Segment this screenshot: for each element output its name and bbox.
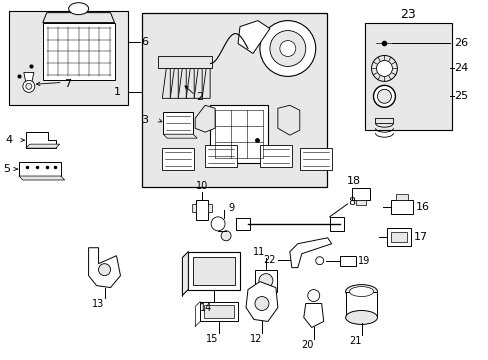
Bar — [345, 292, 377, 318]
Text: 9: 9 — [227, 203, 234, 213]
Polygon shape — [42, 13, 114, 23]
Polygon shape — [194, 68, 202, 98]
Polygon shape — [277, 105, 299, 135]
Bar — [254, 270, 276, 292]
Circle shape — [269, 31, 305, 67]
Text: 3: 3 — [141, 115, 148, 125]
Polygon shape — [162, 68, 170, 98]
Text: 17: 17 — [412, 232, 427, 242]
Circle shape — [373, 85, 395, 107]
Polygon shape — [26, 132, 56, 148]
Polygon shape — [182, 252, 188, 296]
Text: 13: 13 — [92, 298, 104, 309]
Polygon shape — [170, 68, 178, 98]
Text: 11: 11 — [252, 247, 264, 257]
Text: 25: 25 — [453, 91, 468, 101]
Bar — [162, 148, 194, 170]
Polygon shape — [26, 144, 60, 148]
Polygon shape — [303, 303, 323, 328]
Bar — [355, 200, 365, 205]
Bar — [375, 118, 393, 123]
Circle shape — [376, 60, 392, 76]
Bar — [158, 57, 212, 68]
Circle shape — [254, 297, 268, 310]
Circle shape — [279, 41, 295, 57]
Polygon shape — [19, 176, 64, 180]
Polygon shape — [178, 68, 186, 98]
Bar — [188, 252, 240, 289]
Bar — [236, 218, 249, 230]
Bar — [210, 105, 267, 163]
Text: 1: 1 — [113, 87, 120, 97]
Bar — [396, 194, 407, 200]
Bar — [205, 145, 237, 167]
Text: 4: 4 — [6, 135, 13, 145]
Bar — [364, 23, 451, 130]
Polygon shape — [195, 105, 215, 132]
Polygon shape — [88, 248, 120, 288]
Text: 18: 18 — [346, 176, 360, 186]
Polygon shape — [163, 134, 197, 138]
Bar — [193, 257, 235, 285]
Ellipse shape — [68, 3, 88, 15]
Bar — [142, 13, 326, 187]
Bar — [208, 204, 212, 212]
Circle shape — [221, 231, 230, 241]
Circle shape — [23, 80, 35, 92]
Text: 19: 19 — [357, 256, 369, 266]
Bar — [351, 188, 369, 200]
Bar — [260, 145, 291, 167]
Bar — [196, 200, 208, 220]
Polygon shape — [289, 238, 331, 268]
Bar — [163, 112, 193, 134]
Bar — [192, 204, 196, 212]
Text: 16: 16 — [414, 202, 428, 212]
Text: 22: 22 — [263, 255, 275, 265]
Ellipse shape — [349, 287, 373, 297]
Circle shape — [99, 264, 110, 276]
Text: 12: 12 — [249, 334, 262, 345]
Bar — [42, 23, 114, 80]
Bar — [390, 200, 412, 214]
Text: 5: 5 — [3, 164, 10, 174]
Bar — [386, 228, 410, 246]
Circle shape — [377, 89, 390, 103]
Text: 26: 26 — [453, 37, 468, 48]
Circle shape — [371, 55, 397, 81]
Polygon shape — [202, 68, 210, 98]
Bar — [203, 305, 234, 319]
Bar — [9, 11, 128, 105]
Circle shape — [26, 84, 32, 89]
Text: 8: 8 — [348, 197, 355, 207]
Bar — [299, 148, 331, 170]
Circle shape — [259, 274, 272, 288]
Ellipse shape — [345, 310, 377, 324]
Circle shape — [315, 257, 323, 265]
Text: 14: 14 — [200, 302, 212, 312]
Bar — [390, 232, 407, 242]
Polygon shape — [186, 68, 194, 98]
Ellipse shape — [345, 285, 377, 298]
Circle shape — [211, 217, 224, 231]
Text: 7: 7 — [63, 79, 71, 89]
Polygon shape — [238, 21, 269, 54]
Bar — [339, 256, 355, 266]
Text: 21: 21 — [348, 336, 361, 346]
Bar — [200, 302, 238, 321]
Circle shape — [307, 289, 319, 302]
Text: 2: 2 — [196, 92, 203, 102]
Text: 10: 10 — [196, 181, 208, 191]
Bar — [19, 162, 61, 176]
Polygon shape — [24, 72, 34, 82]
Text: 6: 6 — [141, 36, 148, 46]
Text: 20: 20 — [301, 340, 313, 350]
Text: 24: 24 — [453, 63, 468, 73]
Text: 15: 15 — [205, 334, 218, 345]
Circle shape — [260, 21, 315, 76]
Bar — [329, 217, 343, 231]
Text: 23: 23 — [400, 8, 415, 21]
Polygon shape — [245, 282, 277, 321]
